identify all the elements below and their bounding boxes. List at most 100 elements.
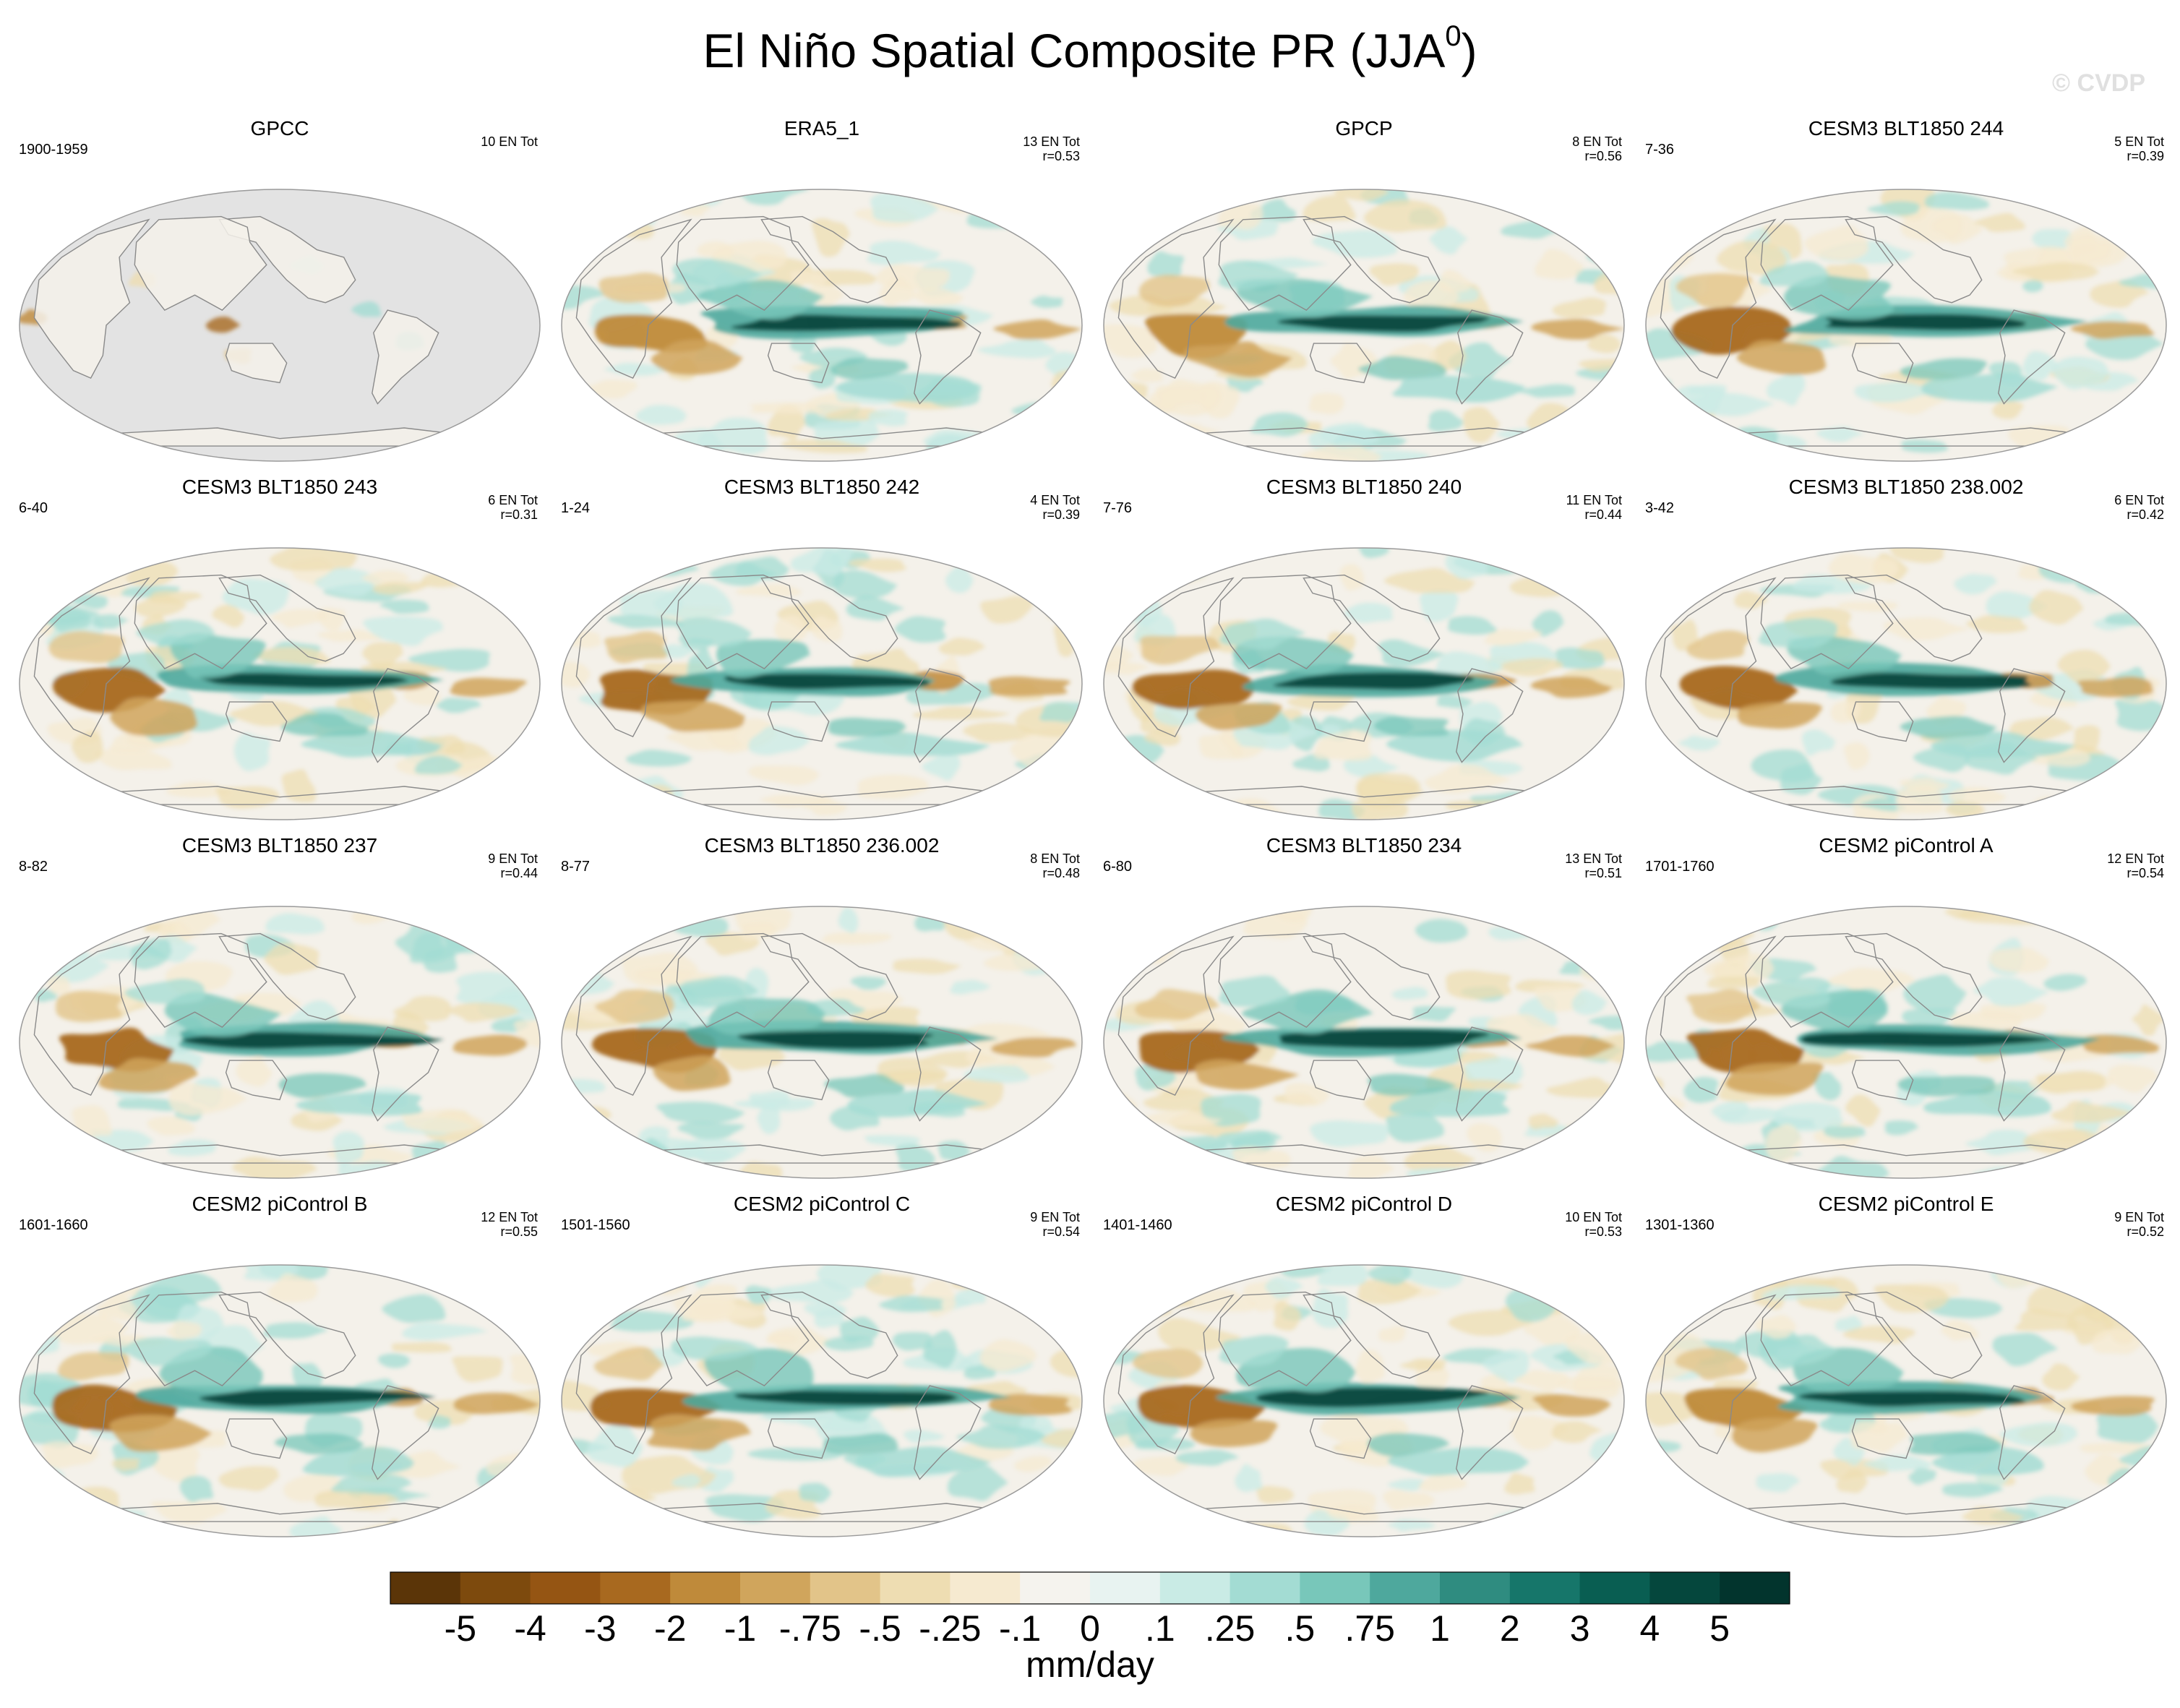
coastlines [1117,1291,1542,1522]
weak-anomaly [35,906,116,943]
weak-anomaly [1884,1120,1919,1136]
coastline-europe-africa [575,218,692,379]
weak-anomaly [840,1316,880,1344]
weak-anomaly [139,937,172,958]
weak-anomaly [20,773,56,795]
weak-anomaly [1363,199,1447,233]
weak-anomaly [923,1330,957,1368]
coastline-antarctica [645,1144,1000,1164]
weak-anomaly [1339,564,1365,591]
asia-dry-anomaly [48,630,124,664]
weak-anomaly [1646,1077,1664,1097]
map-panel: CESM3 BLT1850 243 6-40 6 EN Tot r=0.31 [9,467,551,825]
map-border [19,189,541,462]
weak-anomaly [513,1313,540,1334]
map-15 [1645,1264,2167,1537]
map-panel: CESM2 piControl A 1701-1760 12 EN Tot r=0.5… [1635,825,2177,1184]
coastlines [1117,215,1542,447]
weak-anomaly [562,226,606,258]
weak-anomaly [810,616,843,642]
weak-anomaly [1198,381,1240,419]
maritime-continent-dry-anomaly [1194,1059,1300,1090]
atlantic-itcz-dry-anomaly [2079,1034,2159,1055]
colorbar-tick-label: .1 [1144,1608,1175,1649]
panel-period: 8-82 [19,859,48,875]
weak-anomaly [1429,226,1468,254]
weak-anomaly [976,1265,1042,1294]
coastline-asia [1760,932,1894,1028]
atlantic-itcz-dry-anomaly [1532,1394,1611,1417]
weak-anomaly [168,1082,247,1116]
coastline-europe-africa [1660,935,1777,1096]
weak-anomaly [748,726,811,755]
weak-anomaly [1717,240,1788,275]
weak-anomaly [938,638,986,656]
equatorial-pacific-wet-core [1801,1031,2060,1047]
weak-anomaly [1973,213,2026,233]
south-pacific-wet-band [280,713,369,737]
weak-anomaly [1646,789,1689,801]
weak-anomaly [502,932,531,950]
panel-period: 1900-1959 [19,142,88,158]
east-asia-wet-anomaly [1758,618,1837,649]
map-12 [19,1264,541,1537]
equatorial-pacific-wet-core [734,1390,959,1406]
equatorial-pacific-wet-core [731,314,963,332]
panel-event-count: 9 EN Tot [488,851,538,866]
weak-anomaly [1765,1123,1802,1163]
colorbar-swatch [1720,1572,1790,1604]
weak-anomaly [62,1486,120,1514]
weak-anomaly [507,794,540,810]
south-pacific-wet-band [1897,1076,1996,1097]
weak-anomaly [1532,610,1564,637]
coastline-north-america [1845,932,1983,1021]
panel-stats: 8 EN Tot r=0.56 [1572,134,1622,163]
weak-anomaly [1682,427,1736,458]
weak-anomaly [1108,192,1177,223]
weak-anomaly [95,748,172,771]
panel-pattern-correlation: r=0.54 [2127,866,2164,880]
south-pacific-wet-band [855,1446,992,1477]
weak-anomaly [1707,977,1761,990]
weak-anomaly [892,1331,933,1351]
land-anomaly [205,316,241,333]
title-superscript: 0 [1445,20,1462,52]
weak-anomaly [1678,735,1720,751]
weak-anomaly [562,799,618,814]
map-3 [1645,189,2167,462]
maritime-continent-dry-anomaly [1736,340,1827,375]
weak-anomaly [1038,781,1082,797]
map-panel: CESM2 piControl C 1501-1560 9 EN Tot r=0.54 [551,1184,1093,1542]
weak-anomaly [1812,1072,1842,1101]
coastline-north-america [1303,932,1441,1021]
weak-anomaly [1828,553,1900,584]
weak-anomaly [20,1159,98,1175]
coastline-australia [1309,1418,1372,1459]
map-border [19,1264,541,1537]
coastline-south-america [1456,1385,1524,1480]
weak-anomaly [1653,1296,1700,1314]
weak-anomaly [619,548,695,563]
weak-anomaly [1131,1456,1190,1476]
weak-anomaly [1348,1155,1395,1178]
weak-anomaly [893,958,962,974]
weak-anomaly [1816,426,1865,442]
weak-anomaly [1484,629,1542,646]
colorbar-swatch [390,1572,461,1604]
weak-anomaly [82,1166,127,1178]
weak-anomaly [1175,1449,1240,1466]
coastline-australia [225,1418,288,1459]
map-border [561,906,1083,1179]
weak-anomaly [1197,1523,1293,1537]
panel-pattern-correlation: r=0.54 [1042,1224,1080,1239]
maritime-continent-dry-anomaly [98,1057,198,1093]
asia-dry-anomaly [1675,273,1753,309]
equatorial-pacific-wet-core [737,1031,934,1050]
south-pacific-wet-band [1392,375,1526,403]
weak-anomaly [1949,786,2007,804]
coastline-asia [1760,1291,1894,1386]
panel-title: CESM3 BLT1850 242 [724,476,920,498]
weak-anomaly [697,241,734,258]
weak-anomaly [1602,566,1624,591]
weak-anomaly [851,976,887,990]
